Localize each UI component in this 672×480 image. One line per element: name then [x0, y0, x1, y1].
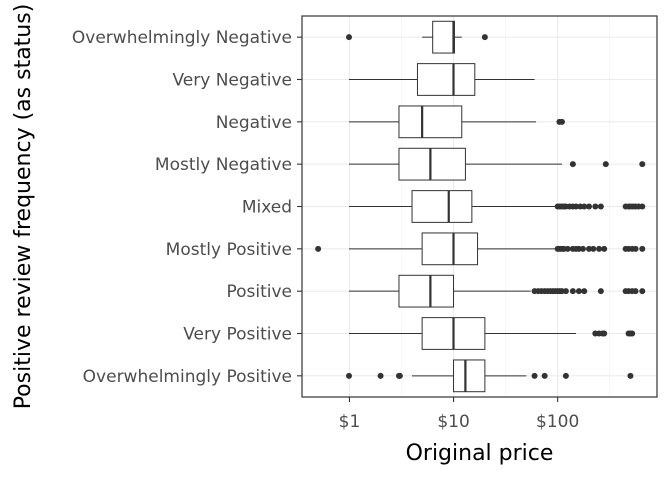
- outlier-point: [590, 245, 597, 252]
- outlier-point: [592, 203, 599, 210]
- y-axis-title: Positive review frequency (as status): [11, 4, 36, 410]
- box-positive: [349, 274, 646, 308]
- outlier-point: [541, 372, 548, 379]
- outlier-point: [377, 372, 384, 379]
- outlier-point: [531, 372, 538, 379]
- outlier-point: [586, 245, 593, 252]
- y-tick-label: Overwhelmingly Positive: [83, 367, 292, 387]
- box-mostly-positive: [315, 232, 646, 266]
- outlier-point: [579, 245, 586, 252]
- outlier-point: [346, 372, 353, 379]
- box-overwhelmingly-negative: [346, 20, 488, 54]
- outlier-point: [601, 330, 608, 337]
- y-tick-label: Overwhelmingly Negative: [72, 28, 292, 48]
- iqr-box: [416, 63, 476, 96]
- outlier-point: [558, 118, 565, 125]
- outlier-point: [632, 245, 639, 252]
- y-tick-label: Very Negative: [172, 71, 292, 91]
- iqr-box: [453, 359, 486, 393]
- boxes: [315, 20, 646, 393]
- y-axis-ticks: Overwhelmingly Negative Very Negative Nega…: [72, 28, 302, 387]
- iqr-box: [398, 147, 466, 181]
- x-axis-ticks: $1 $10 $100: [339, 397, 579, 432]
- box-mixed: [349, 190, 646, 223]
- y-tick-label: Very Positive: [183, 325, 292, 345]
- outlier-point: [581, 203, 588, 210]
- outlier-point: [632, 288, 639, 295]
- outlier-point: [481, 34, 488, 41]
- outlier-point: [601, 245, 608, 252]
- y-tick-label: Mostly Negative: [155, 155, 292, 175]
- outlier-point: [581, 288, 588, 295]
- outlier-point: [586, 203, 593, 210]
- outlier-point: [572, 203, 579, 210]
- x-axis-title: Original price: [406, 441, 554, 466]
- x-tick-label: $10: [437, 412, 469, 432]
- outlier-point: [569, 288, 576, 295]
- y-tick-label: Negative: [216, 113, 292, 133]
- y-tick-label: Mostly Positive: [166, 240, 292, 260]
- x-tick-label: $100: [536, 412, 579, 432]
- outlier-point: [639, 245, 646, 252]
- outlier-point: [639, 203, 646, 210]
- outlier-point: [597, 288, 604, 295]
- box-mostly-negative: [349, 147, 646, 181]
- box-very-positive: [349, 317, 636, 350]
- iqr-box: [411, 190, 473, 223]
- outlier-point: [629, 330, 636, 337]
- y-tick-label: Positive: [226, 282, 292, 302]
- x-tick-label: $1: [339, 412, 361, 432]
- outlier-point: [562, 288, 569, 295]
- outlier-point: [396, 372, 403, 379]
- box-overwhelmingly-positive: [346, 359, 634, 393]
- outlier-point: [639, 288, 646, 295]
- outlier-point: [575, 288, 582, 295]
- y-tick-label: Mixed: [242, 198, 292, 218]
- box-very-negative: [349, 63, 535, 96]
- iqr-box: [398, 274, 455, 308]
- outlier-point: [596, 245, 603, 252]
- outlier-point: [597, 203, 604, 210]
- iqr-box: [398, 105, 463, 139]
- outlier-point: [602, 161, 609, 168]
- iqr-box: [421, 232, 479, 266]
- outlier-point: [564, 245, 571, 252]
- iqr-box: [432, 20, 455, 54]
- outlier-point: [562, 372, 569, 379]
- outlier-point: [315, 245, 322, 252]
- outlier-point: [346, 34, 353, 41]
- outlier-point: [569, 161, 576, 168]
- box-negative: [349, 105, 565, 139]
- outlier-point: [627, 372, 634, 379]
- outlier-point: [639, 161, 646, 168]
